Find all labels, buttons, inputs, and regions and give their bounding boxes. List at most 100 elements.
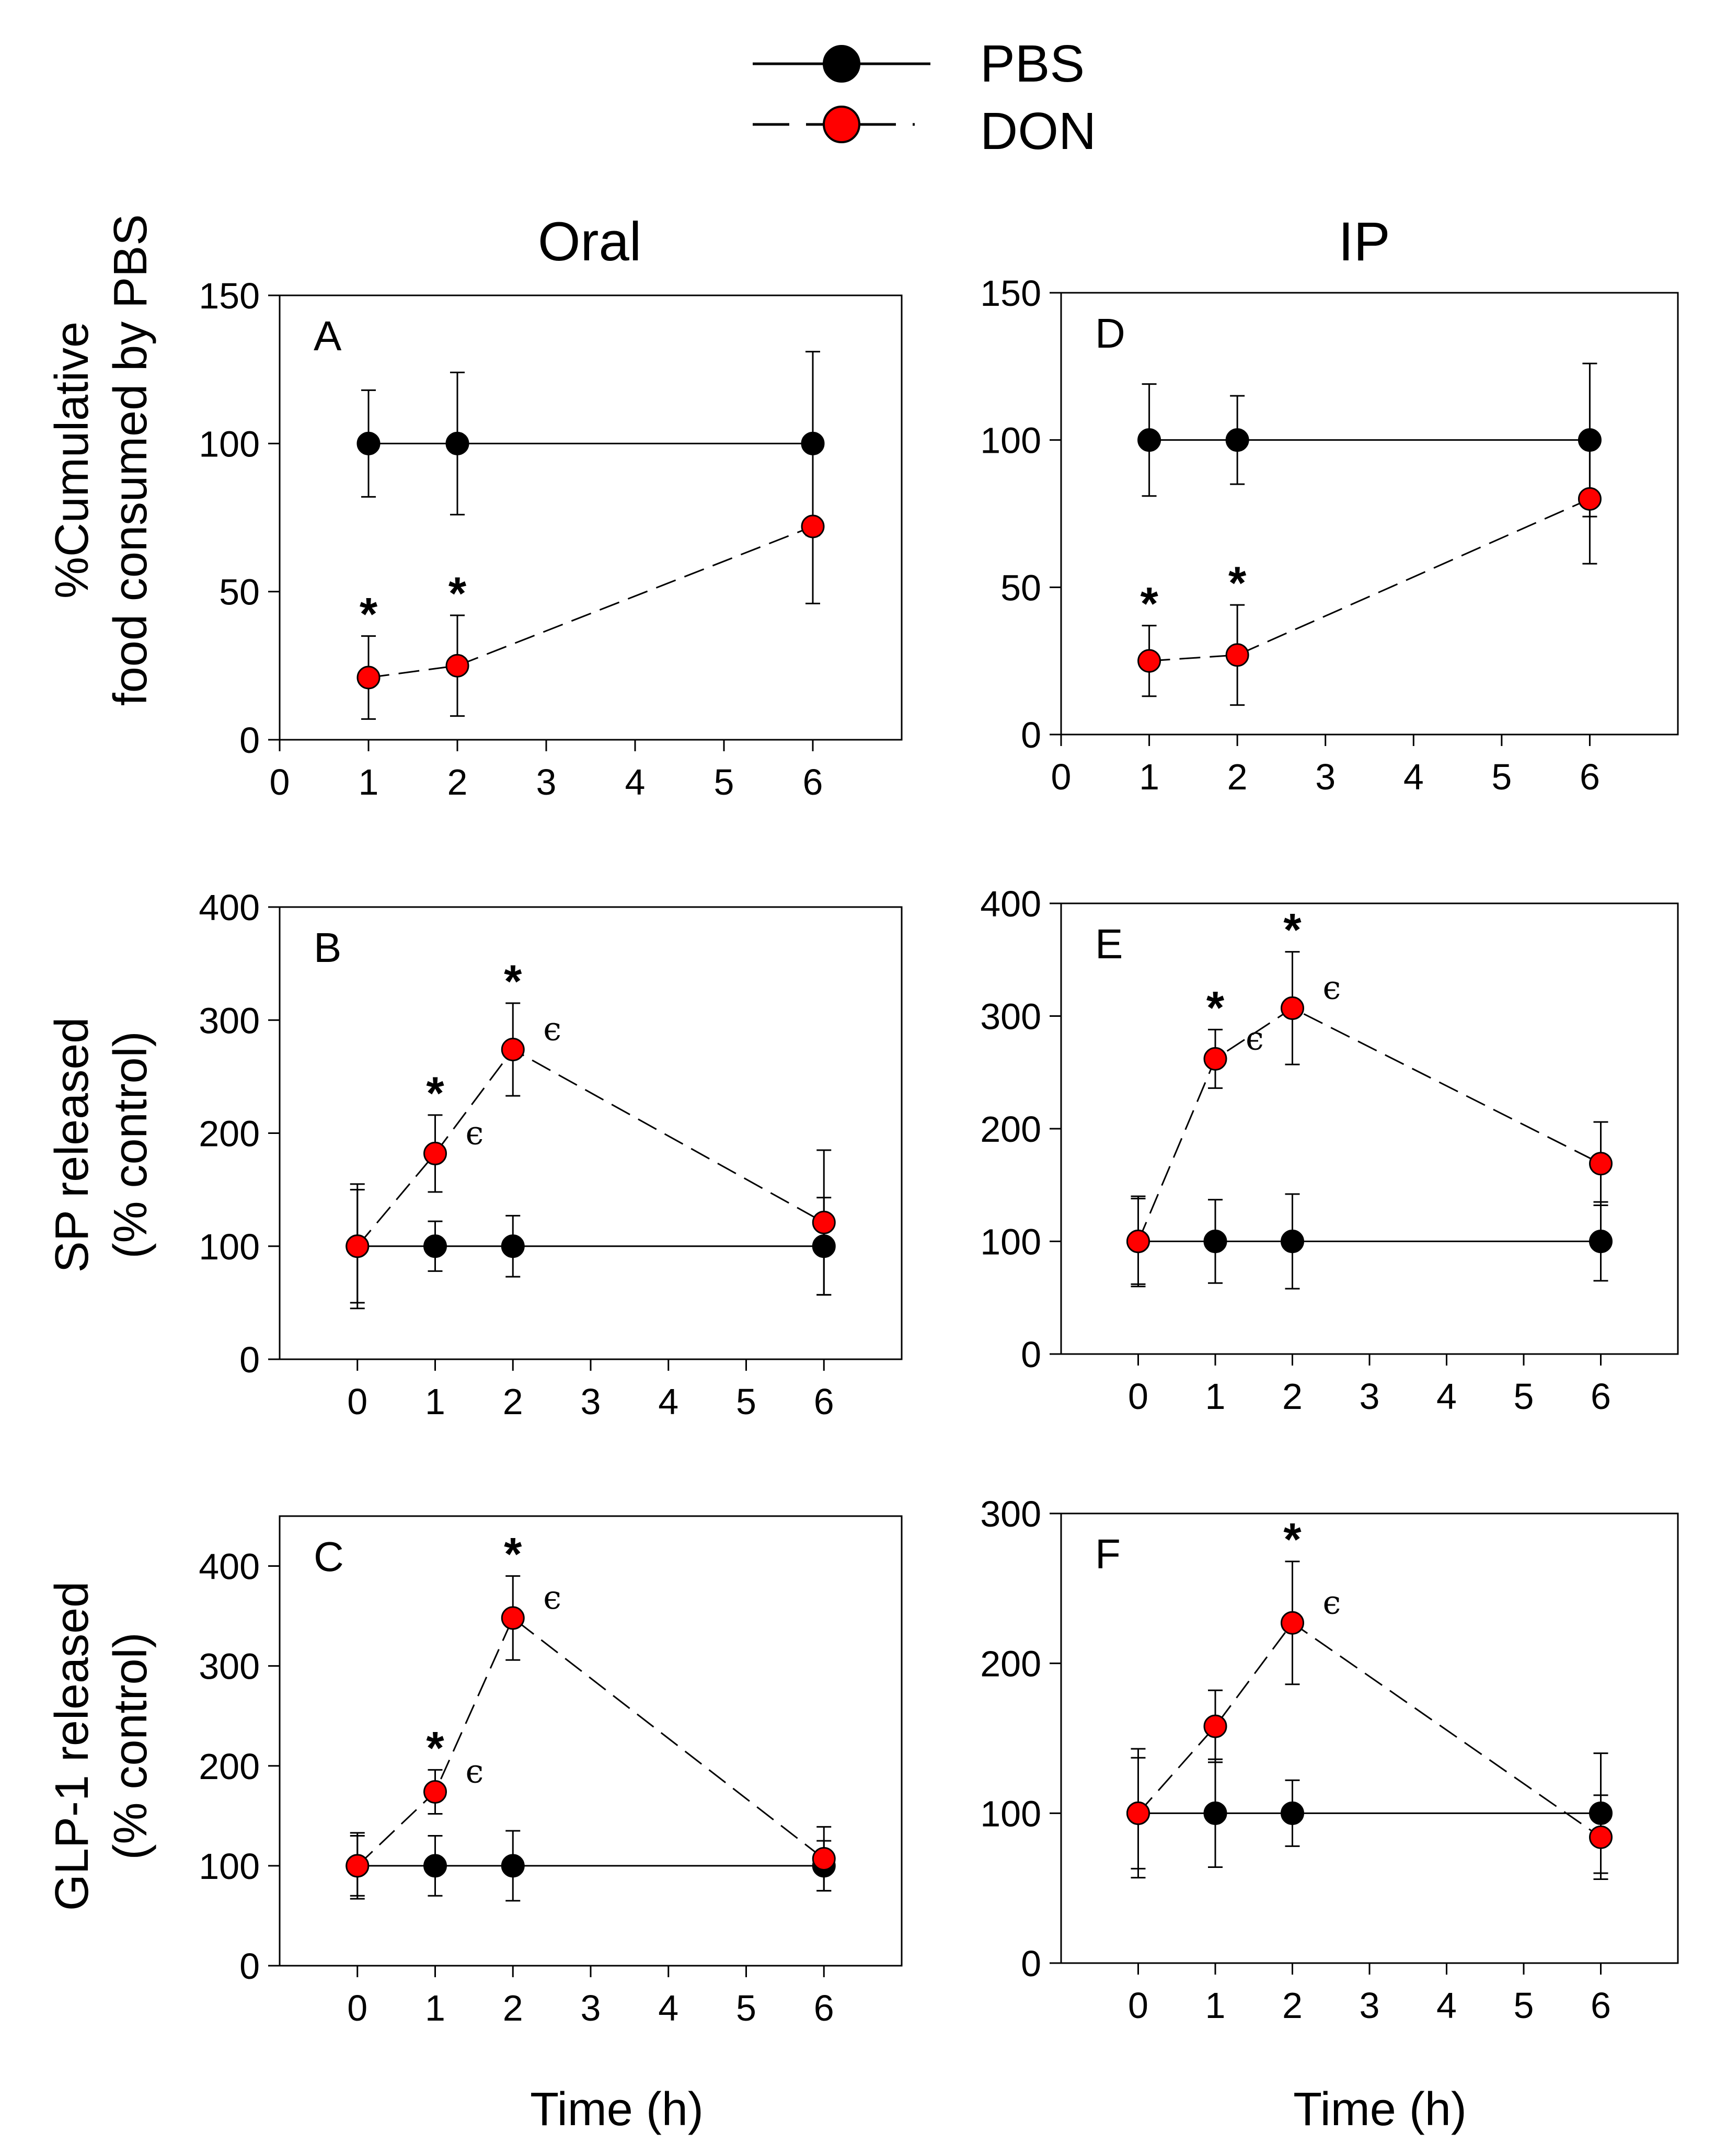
panel-e-xtick-label-0: 0 [1128,1376,1148,1417]
panel-f-pbs-point-6 [1589,1801,1613,1825]
legend: PBS DON [753,35,1096,160]
ylabel-row-3-line-1: GLP-1 released [46,1581,98,1911]
panel-c-ytick-label-0: 0 [239,1946,260,1987]
panel-e-pbs-point-1 [1203,1230,1227,1253]
panel-d: D 0 1 2 3 4 5 6 0 50 100 150 * * [980,273,1679,797]
column-title-oral: Oral [538,211,641,272]
panel-a-don-point-6 [801,514,825,538]
ylabel-row-1-line-2: food consumed by PBS [105,214,157,706]
panel-d-ytick-label-0: 0 [1021,715,1041,755]
panel-c: C 0 1 2 3 4 5 6 0 100 200 300 400 * * ϵ ϵ [199,1515,903,2028]
panel-a-xtick-label-5: 5 [714,762,734,802]
panel-b-letter: B [314,924,341,971]
panel-e-xtick-label-1: 1 [1205,1376,1226,1417]
panel-f-ytick-label-200: 200 [980,1644,1041,1684]
panel-f-significance-epsilon-1: ϵ [1323,1583,1341,1621]
panel-b: B 0 1 2 3 4 5 6 0 100 200 300 400 * * ϵ ϵ [199,887,903,1422]
panel-a-don-point-2 [445,653,469,678]
panel-a: A 0 1 2 3 4 5 6 0 50 100 150 * * [199,276,903,802]
panel-f-ytick-label-300: 300 [980,1494,1041,1534]
panel-d-ytick-label-50: 50 [1000,567,1041,608]
panel-a-ytick-label-0: 0 [239,720,260,761]
panel-d-ytick-label-100: 100 [980,420,1041,461]
panel-a-ytick-label-50: 50 [219,572,260,613]
panel-e-ytick-label-100: 100 [980,1222,1041,1263]
panel-b-ytick-label-0: 0 [239,1339,260,1380]
panel-a-pbs-point-6 [801,431,825,455]
column-title-ip: IP [1338,211,1390,272]
panel-c-don-point-1 [423,1780,447,1804]
panel-b-xtick-label-4: 4 [658,1381,678,1422]
panel-c-significance-star-0: * [426,1722,444,1773]
panel-f-don-point-2 [1281,1611,1304,1635]
panel-d-xtick-label-2: 2 [1227,756,1248,797]
panel-e-don-point-0 [1126,1230,1150,1253]
panel-e-ytick-label-300: 300 [980,996,1041,1037]
panel-c-ytick-label-400: 400 [199,1546,260,1587]
panel-d-xtick-label-5: 5 [1491,756,1512,797]
panel-c-ytick-label-200: 200 [199,1746,260,1787]
panel-b-don-point-0 [346,1234,370,1258]
panel-c-xtick-label-5: 5 [736,1988,756,2028]
panel-e-significance-star-0: * [1206,981,1225,1033]
panel-b-don-point-6 [812,1210,836,1234]
panel-c-xtick-label-2: 2 [503,1988,523,2028]
panel-b-don-point-1 [423,1141,447,1165]
panel-f-xtick-label-5: 5 [1514,1985,1534,2026]
panel-c-pbs-point-1 [423,1854,447,1878]
panel-a-xtick-label-4: 4 [625,762,646,802]
legend-don-marker [823,106,860,143]
panel-d-don-point-1 [1137,649,1161,673]
panel-f: F 0 1 2 3 4 5 6 0 100 200 300 * ϵ [980,1494,1679,2026]
xlabel-ip: Time (h) [1293,2083,1467,2136]
panel-b-significance-star-0: * [426,1067,444,1119]
panel-c-significance-epsilon-3: ϵ [543,1578,561,1616]
panel-e-ytick-label-0: 0 [1021,1334,1041,1375]
panel-f-don-point-1 [1203,1714,1227,1738]
panel-a-xtick-label-3: 3 [536,762,557,802]
panel-a-ytick-label-100: 100 [199,423,260,464]
panel-c-significance-star-1: * [504,1528,522,1580]
panel-a-letter: A [314,313,342,359]
panel-b-xtick-label-5: 5 [736,1381,756,1422]
panel-b-ytick-label-300: 300 [199,1000,260,1041]
panel-b-ytick-label-100: 100 [199,1226,260,1267]
panel-e-pbs-point-6 [1589,1230,1613,1253]
panel-e: E 0 1 2 3 4 5 6 0 100 200 300 400 * * ϵ ϵ [980,884,1679,1417]
panel-c-don-point-2 [501,1606,525,1630]
panel-a-pbs-point-1 [356,431,381,455]
ylabel-row-3: GLP-1 released (% control) [46,1581,157,1911]
panel-e-significance-star-1: * [1283,904,1302,956]
panel-f-pbs-point-1 [1203,1801,1227,1825]
panel-d-xtick-label-0: 0 [1051,756,1072,797]
legend-label-pbs: PBS [980,35,1085,93]
panel-b-xtick-label-2: 2 [503,1381,523,1422]
panel-a-don-line [368,525,813,679]
panel-e-xtick-label-5: 5 [1514,1376,1534,1417]
panel-d-don-point-2 [1225,643,1249,667]
panel-c-xtick-label-4: 4 [658,1988,678,2028]
panel-f-don-point-0 [1126,1801,1150,1825]
panel-f-xtick-label-3: 3 [1360,1985,1380,2026]
panel-e-letter: E [1095,921,1123,967]
panel-e-don-line [1137,1007,1602,1242]
panel-a-pbs-point-2 [445,431,469,455]
panel-b-significance-epsilon-2: ϵ [466,1114,484,1152]
panel-f-ytick-label-0: 0 [1021,1943,1041,1984]
panel-e-significance-epsilon-2: ϵ [1246,1019,1264,1057]
panel-f-xtick-label-6: 6 [1591,1985,1611,2026]
panel-b-significance-epsilon-3: ϵ [543,1010,561,1048]
panel-c-xtick-label-1: 1 [425,1988,445,2028]
panel-c-xtick-label-6: 6 [814,1988,834,2028]
panel-d-xtick-label-4: 4 [1403,756,1424,797]
panel-f-xtick-label-4: 4 [1436,1985,1457,2026]
ylabel-row-3-line-2: (% control) [105,1632,157,1860]
panel-b-xtick-label-0: 0 [347,1381,367,1422]
panel-c-pbs-point-2 [501,1854,525,1878]
ylabel-row-1-line-1: %Cumulative [46,322,98,599]
panel-b-ytick-label-200: 200 [199,1114,260,1154]
panel-d-pbs-point-2 [1225,428,1249,452]
panel-c-ytick-label-100: 100 [199,1846,260,1887]
